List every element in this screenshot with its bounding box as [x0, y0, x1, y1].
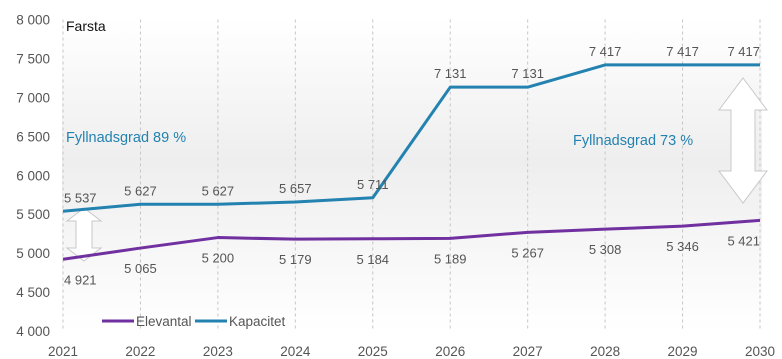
data-label-kapacitet: 7 417 [666, 44, 699, 59]
legend-label-kapacitet: Kapacitet [229, 314, 286, 329]
y-tick-label: 4 500 [16, 285, 50, 300]
data-label-elevantal: 5 308 [589, 242, 622, 257]
data-label-elevantal: 5 346 [666, 239, 699, 254]
x-tick-label: 2028 [590, 344, 620, 359]
data-label-elevantal: 5 421 [727, 233, 760, 248]
x-tick-label: 2030 [745, 344, 775, 359]
y-tick-label: 5 500 [16, 207, 50, 222]
x-tick-label: 2023 [203, 344, 233, 359]
gap-arrow [65, 207, 103, 262]
fill-rate-2030-annotation: Fyllnadsgrad 73 % [573, 133, 693, 149]
fill-rate-2021-annotation: Fyllnadsgrad 89 % [66, 130, 186, 146]
x-tick-label: 2024 [280, 344, 311, 359]
x-tick-label: 2026 [435, 344, 465, 359]
data-label-elevantal: 5 267 [511, 245, 544, 260]
y-tick-label: 8 000 [16, 13, 50, 28]
x-tick-label: 2021 [48, 344, 78, 359]
data-label-kapacitet: 5 537 [64, 190, 97, 205]
y-tick-label: 4 000 [16, 324, 50, 339]
plot-background [62, 20, 762, 332]
series-line-kapacitet [62, 63, 760, 213]
y-tick-label: 6 500 [16, 129, 50, 144]
y-tick-label: 6 000 [16, 168, 50, 183]
data-label-elevantal: 5 189 [434, 251, 467, 266]
data-label-elevantal: 4 921 [64, 272, 97, 287]
data-label-kapacitet: 7 131 [434, 66, 467, 81]
x-tick-label: 2022 [125, 344, 155, 359]
chart-title: Farsta [66, 18, 106, 34]
data-label-elevantal: 5 184 [357, 252, 390, 267]
x-tick-label: 2027 [513, 344, 543, 359]
data-label-kapacitet: 7 131 [511, 66, 544, 81]
data-label-kapacitet: 5 657 [279, 181, 312, 196]
data-label-kapacitet: 7 417 [727, 44, 760, 59]
y-tick-label: 5 000 [16, 246, 50, 261]
data-label-kapacitet: 7 417 [589, 44, 622, 59]
y-tick-label: 7 000 [16, 90, 50, 105]
data-label-kapacitet: 5 627 [124, 183, 157, 198]
data-label-elevantal: 5 200 [202, 251, 235, 266]
series-line-elevantal [62, 218, 761, 261]
legend-label-elevantal: Elevantal [136, 314, 192, 329]
data-label-kapacitet: 5 711 [357, 177, 389, 192]
data-label-elevantal: 5 065 [124, 261, 157, 276]
data-label-elevantal: 5 179 [279, 252, 312, 267]
y-tick-label: 7 500 [16, 51, 50, 66]
legend: Elevantal Kapacitet [102, 314, 286, 329]
data-label-kapacitet: 5 627 [202, 183, 235, 198]
gap-arrow [718, 77, 768, 204]
x-tick-label: 2025 [358, 344, 388, 359]
x-tick-label: 2029 [668, 344, 698, 359]
